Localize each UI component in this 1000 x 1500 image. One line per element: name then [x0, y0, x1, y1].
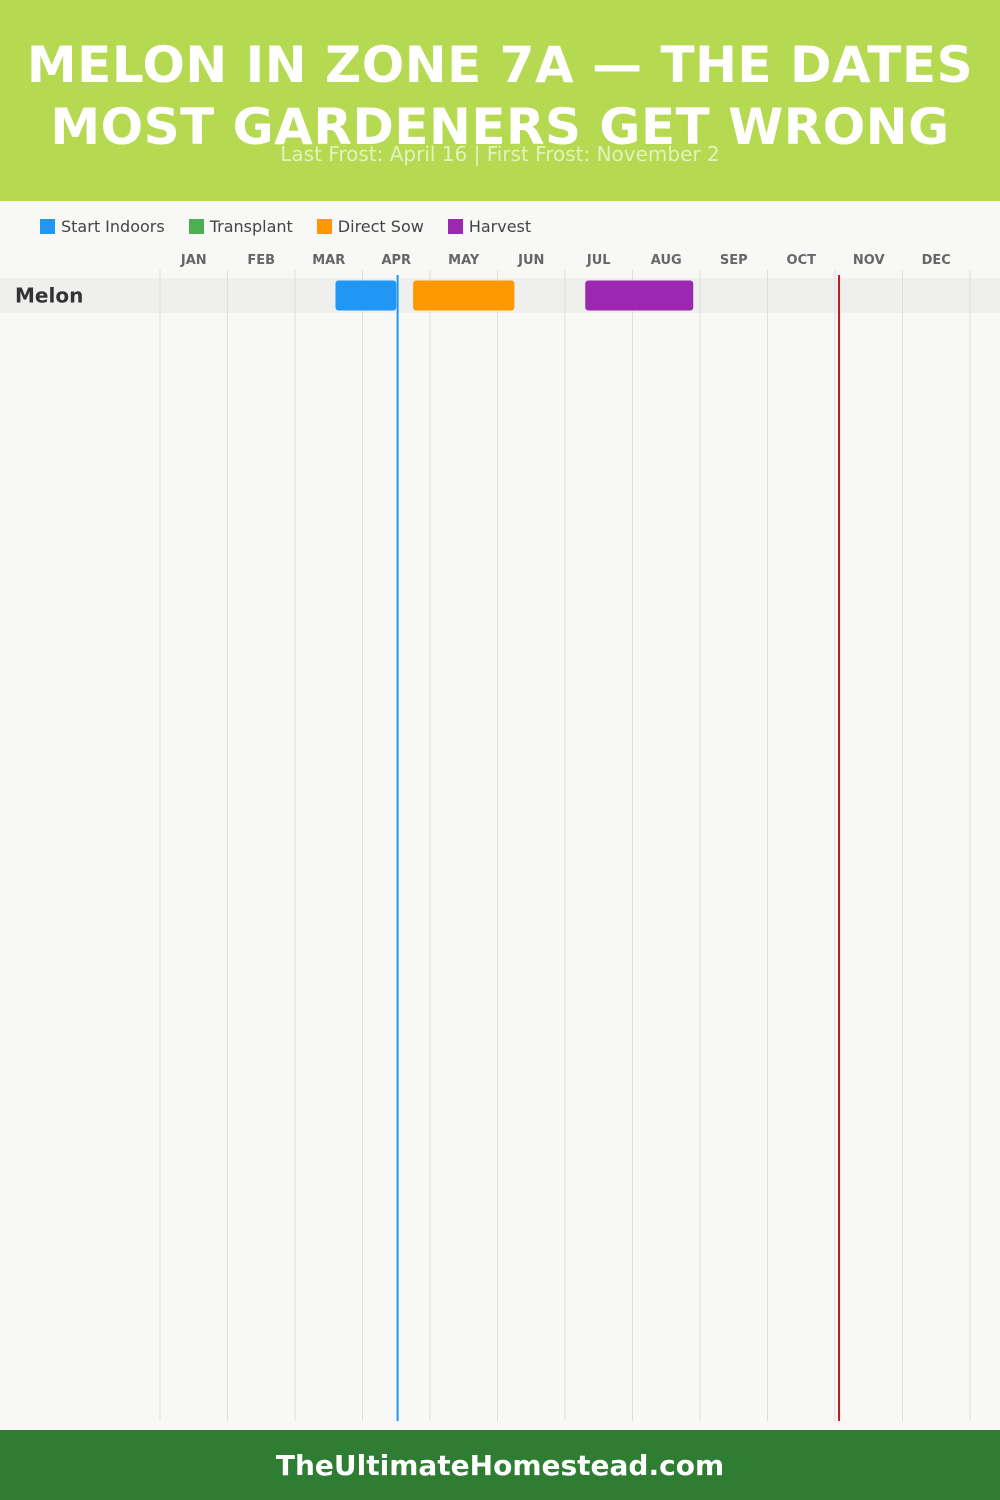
legend: Start Indoors Transplant Direct Sow Harvest	[40, 214, 555, 238]
month-label: NOV	[853, 253, 885, 268]
month-label: MAY	[448, 253, 480, 268]
month-label: MAR	[312, 253, 345, 268]
month-label: OCT	[787, 253, 817, 268]
bar-start-indoors	[335, 280, 397, 311]
page-title: MELON IN ZONE 7A — THE DATES MOST GARDENE…	[26, 36, 974, 156]
website-link[interactable]: TheUltimateHomestead.com	[275, 1448, 725, 1482]
footer-banner: TheUltimateHomestead.com	[0, 1430, 1000, 1500]
month-label: APR	[381, 253, 411, 268]
month-label: FEB	[247, 253, 275, 268]
month-label: DEC	[922, 253, 951, 268]
month-label: AUG	[651, 253, 682, 268]
header-banner: MELON IN ZONE 7A — THE DATES MOST GARDENE…	[0, 0, 1000, 201]
legend-label: Direct Sow	[337, 216, 424, 236]
legend-label: Transplant	[209, 216, 293, 236]
legend-item: Start Indoors	[40, 217, 165, 236]
legend-item: Transplant	[188, 216, 293, 236]
legend-swatch	[188, 218, 204, 234]
legend-swatch	[447, 218, 463, 234]
legend-swatch	[316, 218, 332, 234]
legend-label: Start Indoors	[61, 216, 165, 236]
month-label: JUL	[586, 253, 611, 268]
legend-item: Harvest	[447, 216, 532, 236]
legend-label: Harvest	[468, 216, 532, 236]
legend-item: Direct Sow	[316, 216, 424, 236]
month-label: JUN	[517, 253, 544, 268]
bar-harvest	[585, 280, 694, 311]
legend-swatch	[40, 218, 55, 234]
crop-label: Melon	[15, 284, 83, 308]
frost-dates-subtitle: Last Frost: April 16 | First Frost: Nove…	[280, 142, 720, 166]
month-label: JAN	[180, 253, 207, 268]
month-label: SEP	[720, 253, 748, 268]
bar-direct-sow	[413, 280, 515, 311]
planting-calendar-chart: JAN FEB MAR APR MAY JUN JUL AUG SEP OCT NOV DEC Melo…	[15, 253, 971, 1421]
